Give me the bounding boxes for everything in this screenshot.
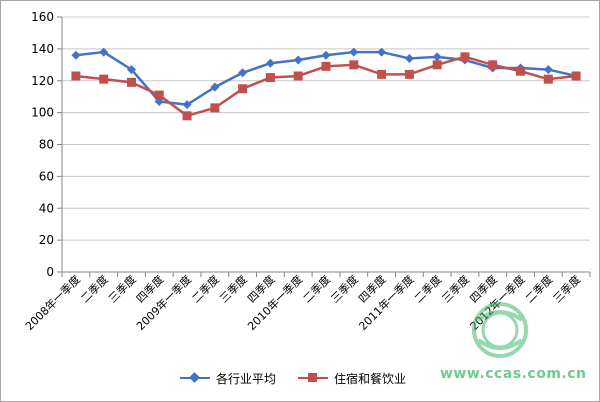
data-point bbox=[126, 65, 136, 75]
data-point bbox=[238, 84, 248, 94]
x-tick-label: 三季度 bbox=[550, 272, 583, 305]
legend-item-series-1: 各行业平均 bbox=[180, 370, 276, 387]
y-tick-label: 20 bbox=[39, 233, 54, 247]
data-point bbox=[543, 74, 553, 84]
x-tick-label: 三季度 bbox=[328, 272, 361, 305]
data-point bbox=[377, 47, 387, 57]
data-point bbox=[182, 100, 192, 110]
y-tick-label: 80 bbox=[39, 138, 54, 152]
x-tick-label: 三季度 bbox=[105, 272, 138, 305]
data-point bbox=[293, 55, 303, 65]
data-point bbox=[432, 60, 442, 70]
data-point bbox=[293, 71, 303, 81]
data-point bbox=[71, 50, 81, 60]
data-point bbox=[265, 73, 275, 83]
data-point bbox=[432, 52, 442, 62]
x-tick-label: 二季度 bbox=[300, 272, 333, 305]
data-point bbox=[321, 50, 331, 60]
legend-item-series-2: 住宿和餐饮业 bbox=[298, 370, 406, 387]
y-tick-label: 100 bbox=[31, 106, 54, 120]
legend-swatch-series-2 bbox=[298, 372, 329, 384]
data-point bbox=[210, 82, 220, 92]
legend-label-series-1: 各行业平均 bbox=[216, 371, 277, 386]
data-point bbox=[377, 69, 387, 79]
series-1 bbox=[71, 47, 581, 110]
data-point bbox=[182, 111, 192, 121]
legend: 各行业平均 住宿和餐饮业 bbox=[180, 368, 406, 388]
y-tick-label: 60 bbox=[39, 169, 54, 183]
x-tick-label: 二季度 bbox=[189, 272, 222, 305]
legend-label-series-2: 住宿和餐饮业 bbox=[334, 371, 407, 386]
data-point bbox=[210, 103, 220, 113]
data-point bbox=[349, 47, 359, 57]
data-point bbox=[99, 74, 109, 84]
data-point bbox=[404, 53, 414, 63]
data-point bbox=[99, 47, 109, 57]
data-point bbox=[154, 90, 164, 100]
x-tick-label: 三季度 bbox=[217, 272, 250, 305]
y-tick-label: 140 bbox=[31, 42, 54, 56]
data-point bbox=[488, 60, 498, 70]
watermark-text: www.ccas.com.cn bbox=[440, 366, 587, 382]
data-point bbox=[516, 66, 526, 76]
data-point bbox=[543, 65, 553, 75]
data-point bbox=[126, 77, 136, 87]
y-tick-label: 160 bbox=[31, 10, 54, 24]
watermark-logo bbox=[458, 300, 542, 360]
series bbox=[71, 47, 581, 121]
data-point bbox=[265, 58, 275, 68]
y-tick-label: 120 bbox=[31, 74, 54, 88]
data-point bbox=[238, 68, 248, 78]
y-tick-labels: 0 20 40 60 80 100 120 140 160 bbox=[31, 10, 54, 279]
data-point bbox=[349, 60, 359, 70]
y-tick-label: 40 bbox=[39, 201, 54, 215]
x-tick-label: 二季度 bbox=[411, 272, 444, 305]
series-2 bbox=[71, 52, 581, 121]
legend-swatch-series-1 bbox=[180, 372, 210, 384]
data-point bbox=[460, 52, 470, 62]
data-point bbox=[571, 71, 581, 81]
y-tick-label: 0 bbox=[46, 265, 54, 279]
series-line bbox=[75, 50, 577, 106]
data-point bbox=[321, 61, 331, 71]
x-tick-label: 2008年一季度 bbox=[22, 272, 83, 333]
data-point bbox=[71, 71, 81, 81]
axes bbox=[57, 16, 591, 277]
gridlines bbox=[62, 16, 590, 241]
data-point bbox=[404, 69, 414, 79]
x-tick-label: 二季度 bbox=[78, 272, 111, 305]
